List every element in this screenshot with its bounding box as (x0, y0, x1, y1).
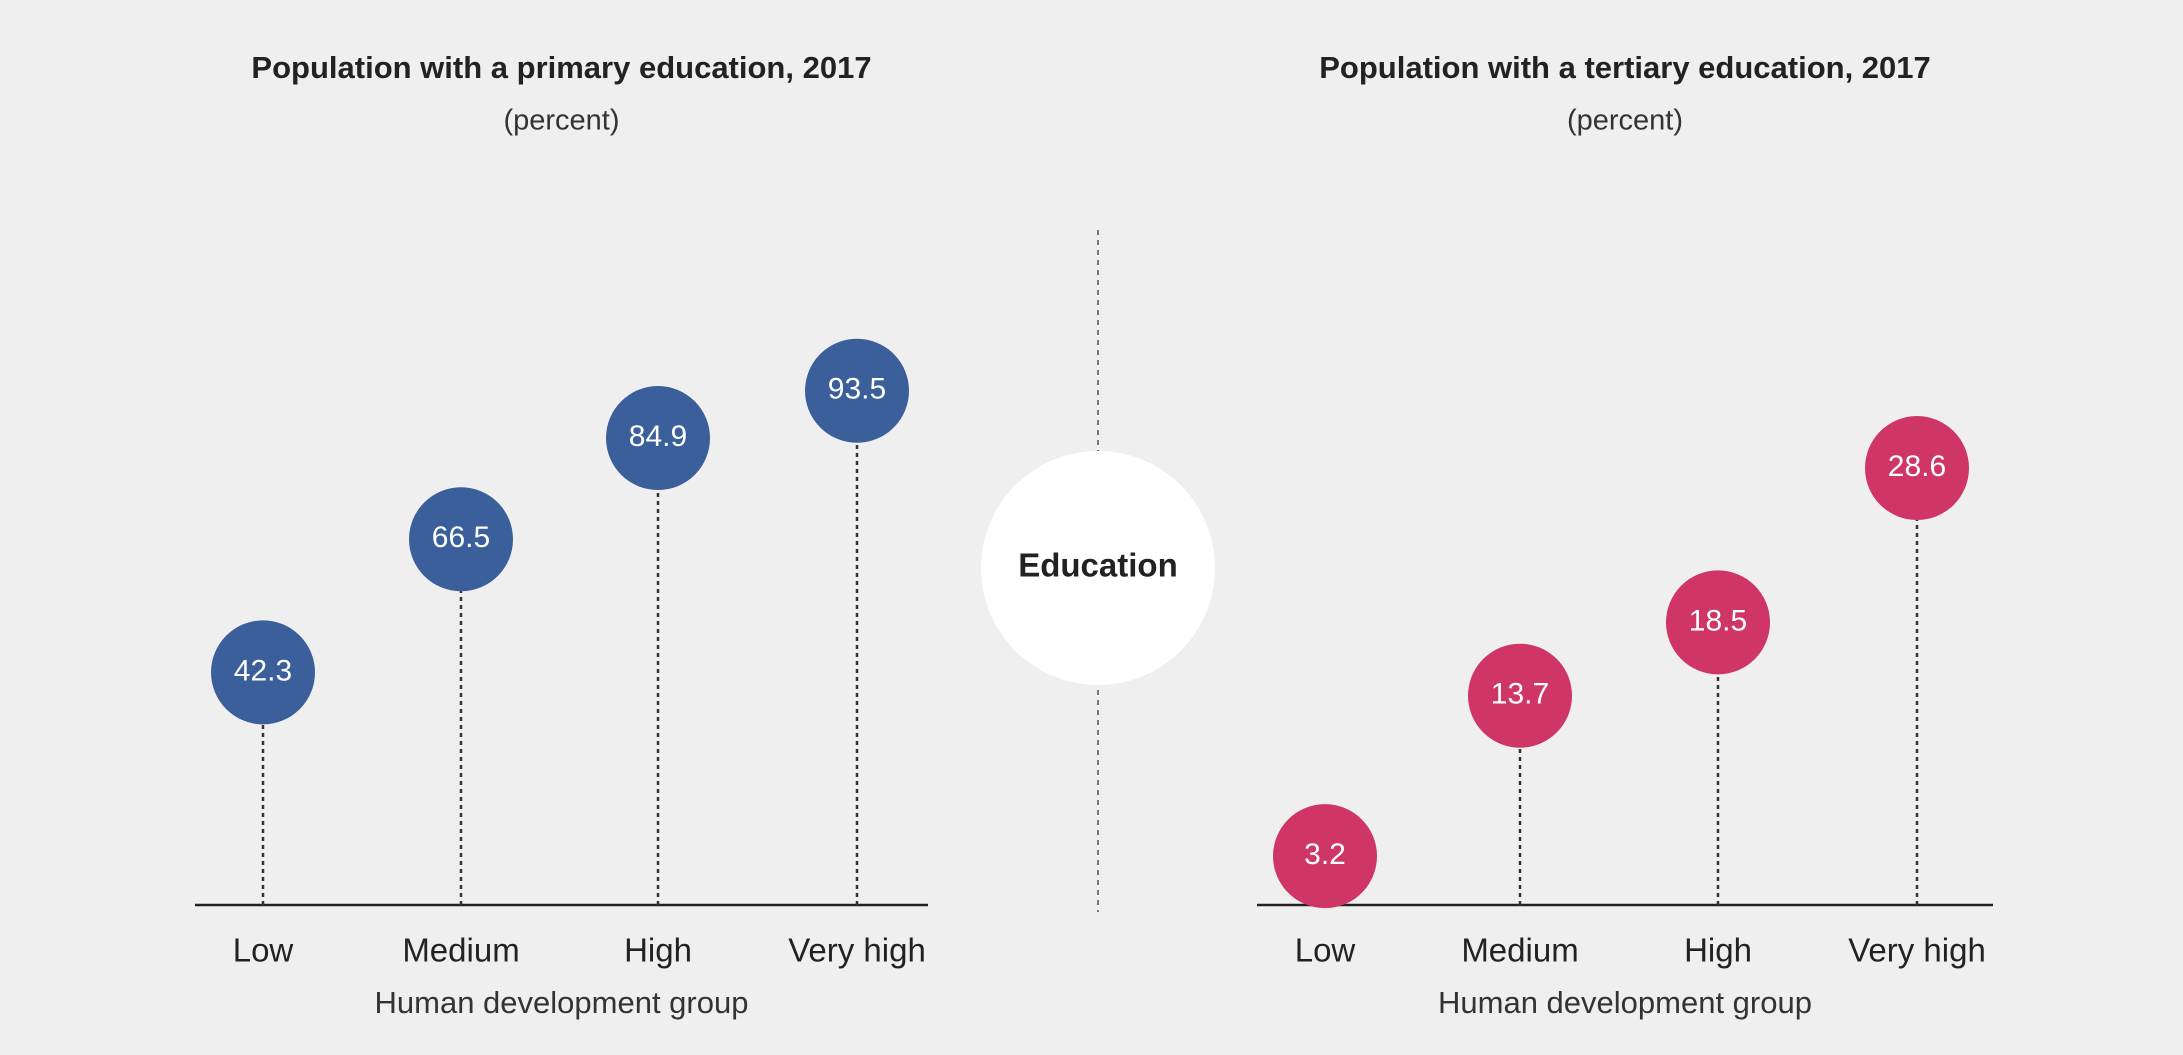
value-label: 13.7 (1491, 678, 1549, 711)
value-dot (1273, 804, 1377, 909)
chart-title: Population with a primary education, 201… (251, 50, 871, 85)
x-tick-label: Low (233, 932, 294, 969)
chart-subtitle: (percent) (503, 105, 619, 137)
value-dot (211, 620, 315, 725)
x-axis-title: Human development group (1438, 985, 1812, 1020)
value-dot (1666, 570, 1770, 675)
value-dot (1865, 416, 1969, 521)
center-circle (981, 451, 1215, 685)
value-dot (1468, 643, 1572, 748)
x-tick-label: Medium (1461, 932, 1578, 969)
center-label: Education (1018, 547, 1178, 584)
x-axis-title: Human development group (375, 985, 749, 1020)
value-label: 3.2 (1304, 838, 1346, 871)
x-tick-label: Very high (1848, 932, 1986, 969)
x-tick-label: Very high (788, 932, 926, 969)
value-label: 18.5 (1689, 604, 1747, 637)
value-dot (409, 487, 513, 592)
x-tick-label: Low (1295, 932, 1356, 969)
x-tick-label: High (1684, 932, 1752, 969)
value-label: 93.5 (828, 373, 886, 406)
value-label: 28.6 (1888, 450, 1946, 483)
value-dot (805, 338, 909, 443)
value-dot (606, 386, 710, 491)
value-label: 84.9 (629, 420, 687, 453)
chart-title: Population with a tertiary education, 20… (1319, 50, 1931, 85)
chart-subtitle: (percent) (1567, 105, 1683, 137)
value-label: 66.5 (432, 521, 490, 554)
value-label: 42.3 (234, 654, 292, 687)
x-tick-label: High (624, 932, 692, 969)
x-tick-label: Medium (402, 932, 519, 969)
